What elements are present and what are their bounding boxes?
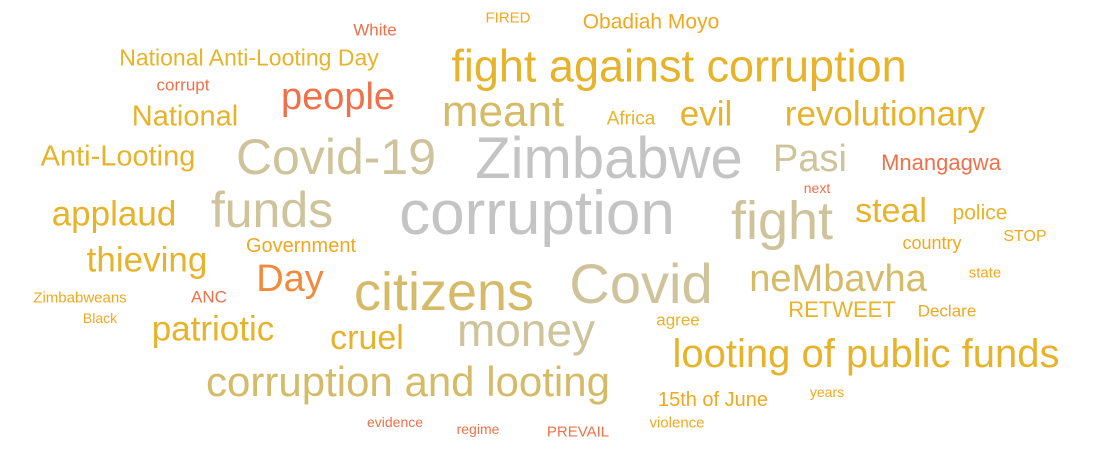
- word-patriotic: patriotic: [151, 309, 275, 349]
- word-regime: regime: [456, 421, 500, 437]
- word-fight: fight: [730, 191, 834, 251]
- word-covid: Covid: [569, 252, 713, 315]
- word-funds: funds: [210, 182, 334, 238]
- word-white: White: [353, 20, 397, 40]
- word-retweet: RETWEET: [788, 297, 896, 322]
- word-applaud: applaud: [51, 194, 177, 234]
- word-evil: evil: [679, 94, 733, 134]
- word-corruption-and-looting: corruption and looting: [206, 358, 610, 405]
- word-citizens: citizens: [353, 262, 535, 322]
- word-nembavha: neMbavha: [749, 258, 927, 300]
- word-violence: violence: [649, 414, 705, 432]
- word-obadiah-moyo: Obadiah Moyo: [582, 10, 720, 34]
- word-corruption: corruption: [399, 179, 675, 248]
- word-covid-19: Covid-19: [235, 129, 437, 185]
- word-pasi: Pasi: [773, 138, 847, 180]
- word-national: National: [131, 100, 239, 133]
- word-next: next: [803, 180, 831, 196]
- word-looting-of-public-funds: looting of public funds: [672, 332, 1060, 376]
- word-zimbabwe: Zimbabwe: [475, 126, 743, 191]
- word-corrupt: corrupt: [156, 75, 210, 95]
- word-prevail: PREVAIL: [546, 423, 610, 441]
- word-meant: meant: [441, 87, 565, 136]
- word-evidence: evidence: [366, 414, 424, 430]
- word-thieving: thieving: [86, 240, 208, 280]
- word-africa: Africa: [606, 108, 656, 130]
- word-police: police: [952, 201, 1008, 225]
- word-national-anti-looting-day: National Anti-Looting Day: [119, 44, 379, 71]
- word-agree: agree: [656, 310, 700, 330]
- word-country: country: [902, 233, 962, 253]
- word-stop: STOP: [1003, 228, 1047, 245]
- word-state: state: [968, 264, 1002, 282]
- word-revolutionary: revolutionary: [784, 94, 986, 134]
- word-anc: ANC: [191, 287, 227, 307]
- word-fired: FIRED: [485, 9, 531, 27]
- word-15th-of-june: 15th of June: [657, 389, 769, 411]
- word-money: money: [456, 304, 596, 356]
- word-zimbabweans: Zimbabweans: [33, 289, 127, 307]
- word-steal: steal: [855, 192, 927, 230]
- word-years: years: [809, 384, 845, 400]
- word-fight-against-corruption: fight against corruption: [451, 40, 907, 92]
- word-government: Government: [245, 235, 357, 257]
- word-anti-looting: Anti-Looting: [40, 140, 196, 173]
- word-people: people: [280, 76, 396, 118]
- word-black: Black: [82, 310, 118, 326]
- word-mnangagwa: Mnangagwa: [881, 150, 1001, 175]
- word-declare: Declare: [917, 301, 977, 321]
- word-day: Day: [256, 258, 324, 300]
- word-cruel: cruel: [330, 319, 404, 357]
